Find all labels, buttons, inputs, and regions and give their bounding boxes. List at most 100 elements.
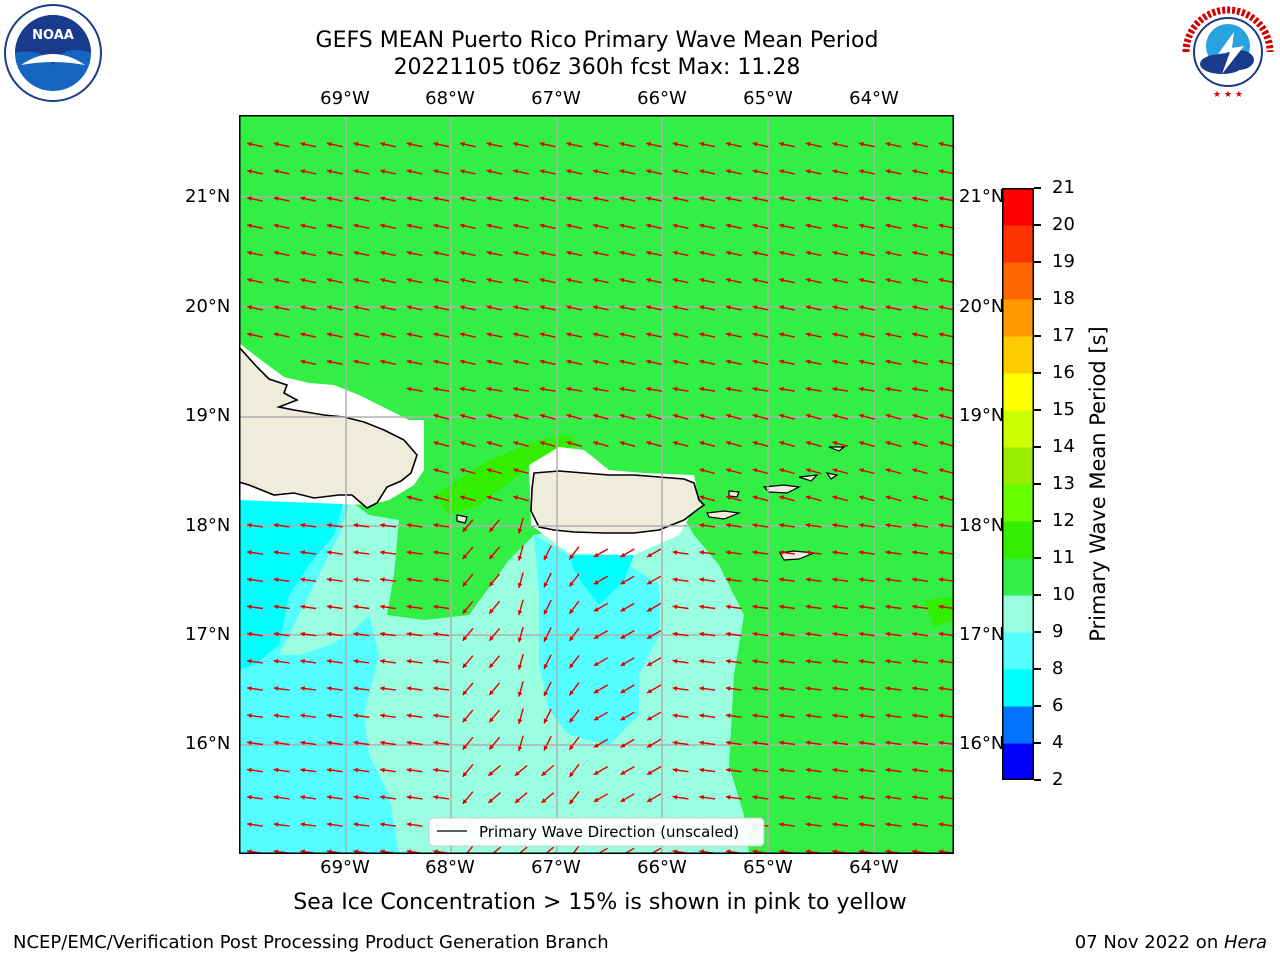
wave-arrow-head: [380, 550, 385, 555]
wave-arrow-head: [699, 277, 705, 283]
wave-arrow-head: [647, 552, 653, 557]
wave-arrow-head: [699, 550, 704, 555]
wave-arrow-head: [938, 223, 944, 229]
wave-arrow-head: [543, 718, 549, 724]
lon-label-top: 65°W: [743, 88, 793, 109]
wave-arrow-head: [247, 141, 252, 147]
wave-arrow-head: [805, 196, 811, 201]
wave-arrow-head: [699, 658, 704, 664]
wave-arrow-head: [380, 794, 385, 800]
wave-arrow-head: [938, 740, 944, 746]
wave-arrow-head: [912, 550, 917, 555]
colorbar-tick-mark: [1034, 631, 1041, 633]
wave-arrow-head: [938, 169, 944, 174]
wave-arrow-head: [912, 277, 917, 283]
wave-arrow-head: [726, 332, 731, 337]
lon-label-bottom: 68°W: [425, 857, 475, 878]
lon-label-top: 67°W: [531, 88, 581, 109]
wave-arrow-head: [326, 550, 332, 555]
wave-arrow-head: [672, 686, 678, 691]
wave-arrow-head: [859, 277, 864, 283]
sea-ice-note: Sea Ice Concentration > 15% is shown in …: [293, 890, 907, 915]
wave-arrow-head: [353, 740, 359, 746]
wave-arrow-head: [247, 223, 252, 229]
colorbar-segment: [1002, 410, 1034, 448]
wave-arrow-head: [805, 332, 811, 337]
wave-arrow-head: [885, 658, 891, 664]
wave-arrow-head: [779, 468, 785, 473]
wave-arrow-head: [459, 386, 465, 392]
wave-arrow-head: [273, 223, 279, 229]
wave-arrow-head: [569, 663, 574, 669]
wave-arrow-head: [805, 305, 811, 310]
colorbar-tick-mark: [1034, 298, 1041, 300]
wave-arrow-head: [593, 305, 598, 310]
wave-arrow-head: [247, 604, 252, 610]
footer-date-text: 07 Nov 2022 on: [1074, 932, 1224, 953]
wave-arrow-head: [938, 767, 944, 773]
wave-arrow-head: [486, 223, 492, 229]
wave-arrow-head: [433, 277, 439, 283]
svg-text:★ ★ ★: ★ ★ ★: [1213, 90, 1243, 100]
wave-arrow-head: [779, 169, 784, 174]
wave-arrow-head: [566, 223, 572, 229]
wave-arrow-head: [832, 522, 837, 528]
wave-arrow-head: [273, 822, 279, 827]
wave-arrow-head: [380, 686, 385, 691]
wave-arrow-head: [805, 713, 811, 719]
colorbar-tick-mark: [1034, 557, 1041, 559]
wave-arrow-head: [327, 196, 332, 201]
wave-arrow-head: [406, 196, 412, 201]
colorbar-segment: [1002, 188, 1034, 226]
wave-arrow-head: [858, 686, 864, 691]
wave-arrow-head: [517, 691, 523, 697]
wave-arrow-head: [699, 495, 705, 500]
wave-arrow-head: [620, 607, 626, 612]
wave-arrow-head: [805, 822, 811, 827]
wave-arrow-head: [489, 663, 494, 668]
wave-arrow-head: [247, 822, 252, 827]
wave-arrow-head: [406, 305, 412, 310]
wave-arrow-head: [725, 386, 731, 392]
wave-arrow-head: [593, 277, 598, 283]
wave-arrow-head: [832, 631, 837, 637]
wave-arrow-head: [885, 794, 891, 800]
wave-arrow-head: [912, 386, 917, 392]
wave-arrow-head: [620, 715, 626, 721]
wave-arrow-head: [593, 413, 598, 419]
wave-arrow-head: [805, 686, 811, 691]
colorbar-tick-label: 21: [1052, 177, 1075, 198]
wave-arrow-head: [489, 554, 494, 560]
wave-arrow-head: [646, 359, 651, 365]
wave-arrow-head: [569, 690, 574, 696]
colorbar-tick-label: 10: [1052, 584, 1075, 605]
wave-arrow-head: [619, 413, 625, 419]
colorbar-tick-label: 11: [1052, 547, 1075, 568]
wave-arrow-head: [805, 141, 811, 147]
wave-arrow-head: [593, 715, 599, 721]
wave-arrow-head: [247, 631, 252, 637]
wave-arrow-head: [620, 552, 626, 557]
wave-arrow-head: [912, 169, 917, 174]
wave-arrow-head: [539, 196, 545, 201]
wave-arrow-head: [489, 527, 494, 532]
wave-arrow-head: [380, 169, 385, 174]
wave-arrow-head: [433, 604, 438, 610]
noaa-logo-text: NOAA: [32, 28, 74, 43]
wave-arrow-head: [647, 743, 653, 748]
wave-arrow-head: [486, 359, 492, 365]
wave-arrow-head: [938, 413, 944, 419]
wave-arrow-head: [353, 577, 359, 583]
wave-arrow-head: [859, 141, 864, 147]
wave-arrow-head: [752, 658, 758, 664]
wave-arrow-head: [752, 794, 758, 800]
wave-arrow-head: [912, 522, 917, 528]
wave-arrow-head: [858, 550, 864, 555]
wave-arrow-head: [460, 196, 465, 201]
wave-arrow-head: [300, 713, 305, 719]
wave-arrow-head: [752, 550, 758, 555]
wave-arrow-head: [300, 277, 306, 283]
wave-arrow-head: [486, 277, 492, 283]
wave-arrow-head: [938, 141, 944, 147]
wave-arrow-head: [300, 141, 306, 147]
